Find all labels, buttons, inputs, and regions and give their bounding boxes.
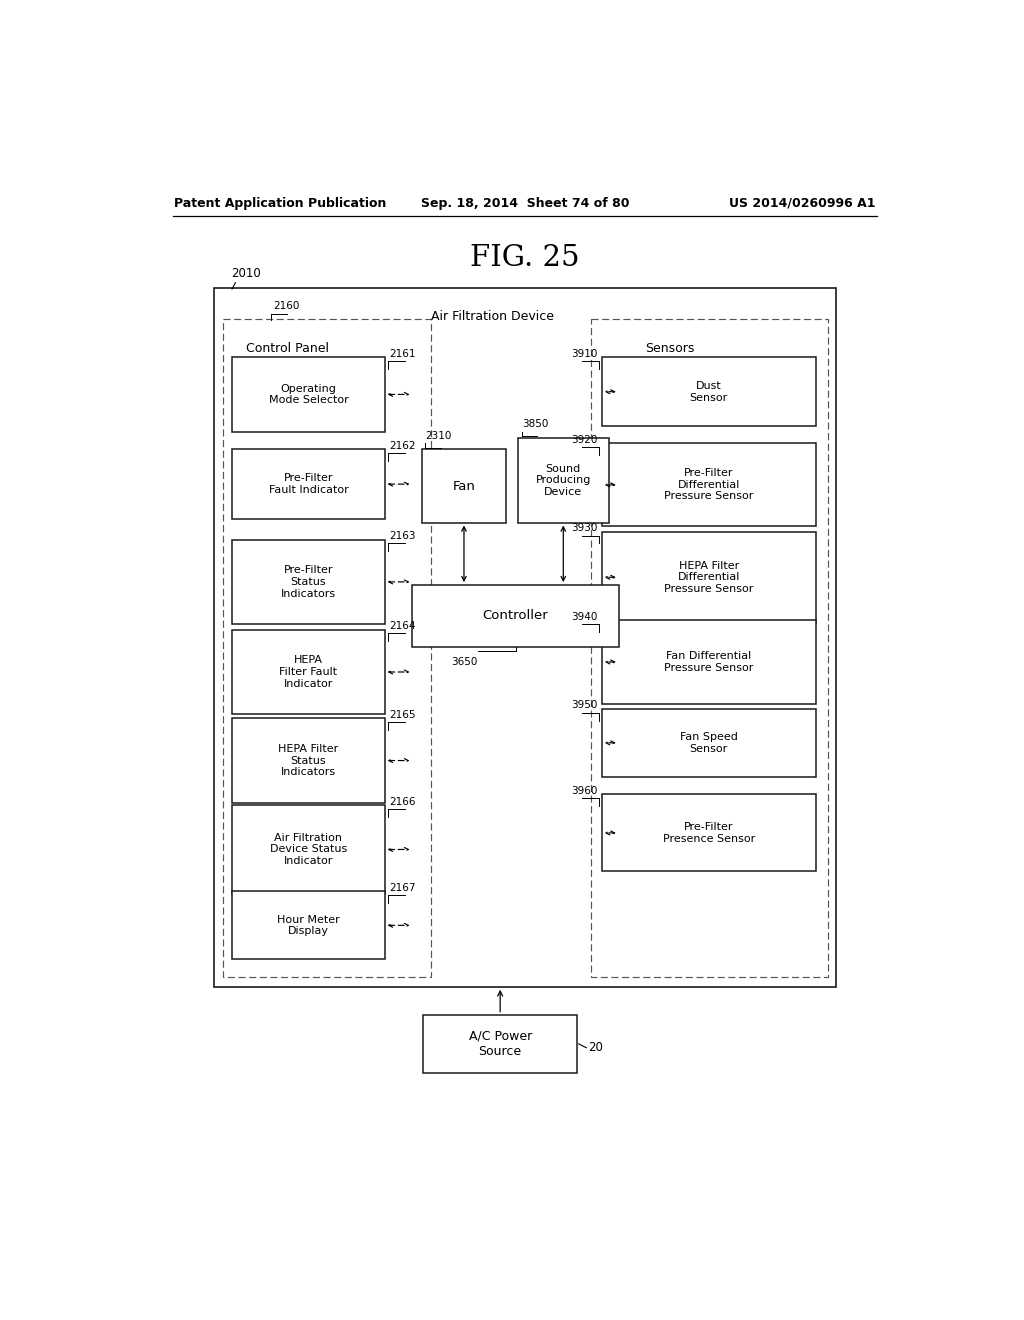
- Text: Pre-Filter
Fault Indicator: Pre-Filter Fault Indicator: [268, 474, 348, 495]
- Text: 3940: 3940: [570, 612, 597, 622]
- Text: 2165: 2165: [389, 710, 416, 719]
- Bar: [602, 620, 816, 704]
- Text: 2167: 2167: [389, 883, 416, 892]
- Text: Fan: Fan: [453, 479, 475, 492]
- Bar: [232, 449, 385, 519]
- Bar: [518, 438, 608, 523]
- Text: Sensors: Sensors: [645, 342, 694, 355]
- Bar: [232, 358, 385, 432]
- Bar: [591, 318, 828, 977]
- Bar: [232, 630, 385, 714]
- Text: HEPA
Filter Fault
Indicator: HEPA Filter Fault Indicator: [280, 656, 338, 689]
- Text: 2310: 2310: [425, 432, 452, 441]
- Bar: [602, 795, 816, 871]
- Text: Air Filtration
Device Status
Indicator: Air Filtration Device Status Indicator: [269, 833, 347, 866]
- Text: Fan Speed
Sensor: Fan Speed Sensor: [680, 733, 737, 754]
- Text: Control Panel: Control Panel: [246, 342, 329, 355]
- Text: 3960: 3960: [570, 785, 597, 796]
- Text: Air Filtration Device: Air Filtration Device: [431, 310, 554, 323]
- Bar: [232, 805, 385, 894]
- Bar: [423, 1015, 578, 1073]
- Text: Pre-Filter
Differential
Pressure Sensor: Pre-Filter Differential Pressure Sensor: [665, 469, 754, 502]
- Bar: [602, 532, 816, 623]
- Text: Pre-Filter
Status
Indicators: Pre-Filter Status Indicators: [281, 565, 336, 598]
- Text: 2163: 2163: [389, 531, 416, 541]
- Bar: [232, 718, 385, 803]
- Text: Controller: Controller: [482, 610, 549, 622]
- Text: 2161: 2161: [389, 348, 416, 359]
- Text: HEPA Filter
Status
Indicators: HEPA Filter Status Indicators: [279, 744, 339, 777]
- Text: A/C Power
Source: A/C Power Source: [469, 1030, 531, 1057]
- Bar: [602, 709, 816, 776]
- Text: Fan Differential
Pressure Sensor: Fan Differential Pressure Sensor: [665, 651, 754, 673]
- Text: Sep. 18, 2014  Sheet 74 of 80: Sep. 18, 2014 Sheet 74 of 80: [421, 197, 629, 210]
- Text: 2164: 2164: [389, 622, 416, 631]
- Text: 3920: 3920: [570, 434, 597, 445]
- Text: Operating
Mode Selector: Operating Mode Selector: [268, 384, 348, 405]
- Text: Dust
Sensor: Dust Sensor: [690, 381, 728, 403]
- Bar: [223, 318, 431, 977]
- Text: 3950: 3950: [570, 701, 597, 710]
- Bar: [232, 540, 385, 624]
- Text: Hour Meter
Display: Hour Meter Display: [278, 915, 340, 936]
- Text: 3650: 3650: [451, 656, 477, 667]
- Text: US 2014/0260996 A1: US 2014/0260996 A1: [729, 197, 876, 210]
- Bar: [214, 288, 836, 987]
- Text: Pre-Filter
Presence Sensor: Pre-Filter Presence Sensor: [663, 822, 755, 843]
- Text: 2162: 2162: [389, 441, 416, 451]
- Bar: [413, 585, 618, 647]
- Text: 2010: 2010: [230, 267, 260, 280]
- Bar: [602, 358, 816, 426]
- Text: FIG. 25: FIG. 25: [470, 244, 580, 272]
- Text: 3930: 3930: [570, 524, 597, 533]
- Text: 20: 20: [588, 1041, 603, 1055]
- Bar: [232, 891, 385, 960]
- Bar: [602, 444, 816, 527]
- Text: 3910: 3910: [570, 348, 597, 359]
- Text: 3850: 3850: [521, 420, 548, 429]
- Text: Sound
Producing
Device: Sound Producing Device: [536, 463, 591, 496]
- Text: 2166: 2166: [389, 797, 416, 807]
- Text: Patent Application Publication: Patent Application Publication: [174, 197, 386, 210]
- Text: 2160: 2160: [273, 301, 299, 312]
- Bar: [422, 449, 506, 523]
- Text: HEPA Filter
Differential
Pressure Sensor: HEPA Filter Differential Pressure Sensor: [665, 561, 754, 594]
